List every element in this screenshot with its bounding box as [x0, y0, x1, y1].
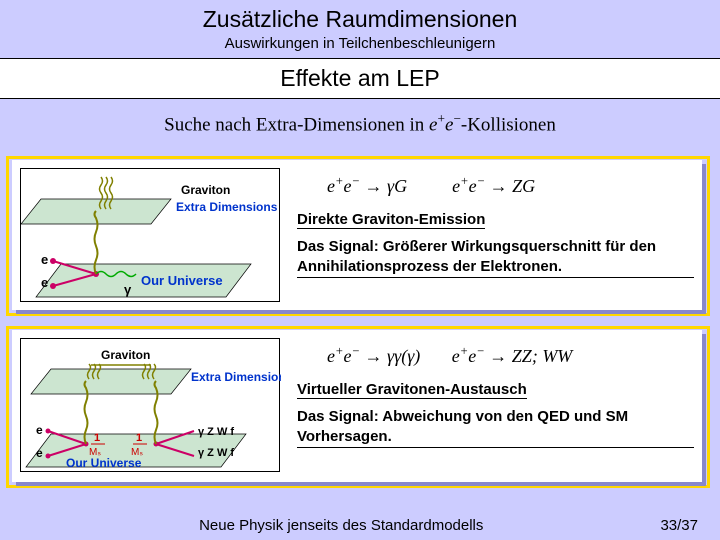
diagram-emission: Graviton Extra Dimensions Our Universe e… — [20, 168, 280, 302]
svg-text:γ: γ — [124, 282, 132, 297]
svg-text:e: e — [41, 252, 48, 267]
banner-text: Effekte am LEP — [280, 65, 439, 91]
svg-text:γ Z W f: γ Z W f — [198, 447, 234, 459]
label-extra-2: Extra Dimensions — [191, 370, 281, 384]
panel-2: Graviton Extra Dimensions Our Universe e… — [12, 330, 702, 482]
svg-text:1: 1 — [94, 432, 100, 444]
label-universe-2: Our Universe — [66, 456, 142, 470]
section-banner: Effekte am LEP — [0, 58, 720, 99]
footer: Neue Physik jenseits des Standardmodells… — [0, 517, 720, 534]
svg-text:1: 1 — [136, 432, 142, 444]
label-universe: Our Universe — [141, 273, 223, 288]
formula-1: e+e− → γG e+e− → ZG — [327, 174, 694, 197]
desc-1: Das Signal: Größerer Wirkungsquerschnitt… — [297, 237, 694, 278]
svg-text:γ Z W f: γ Z W f — [198, 426, 234, 438]
label-graviton: Graviton — [181, 183, 230, 197]
page-number: 33/37 — [660, 517, 698, 534]
slide-subtitle: Auswirkungen in Teilchenbeschleunigern — [0, 35, 720, 52]
svg-text:e: e — [36, 423, 43, 437]
label-exchange: Virtueller Gravitonen-Austausch — [297, 381, 527, 399]
desc-2: Das Signal: Abweichung von den QED und S… — [297, 407, 694, 448]
svg-text:Mₛ: Mₛ — [131, 447, 143, 458]
formula-2: e+e− → γγ(γ) e+e− → ZZ; WW — [327, 344, 694, 367]
footer-text: Neue Physik jenseits des Standardmodells — [199, 517, 483, 534]
diagram-exchange: Graviton Extra Dimensions Our Universe e… — [20, 338, 280, 472]
label-extra: Extra Dimensions — [176, 200, 278, 214]
label-emission: Direkte Graviton-Emission — [297, 211, 485, 229]
svg-text:e: e — [41, 275, 48, 290]
svg-text:Mₛ: Mₛ — [89, 447, 101, 458]
slide-title: Zusätzliche Raumdimensionen — [0, 6, 720, 33]
label-graviton-2: Graviton — [101, 348, 150, 362]
svg-text:e: e — [36, 446, 43, 460]
search-line: Suche nach Extra-Dimensionen in e+e−-Kol… — [0, 111, 720, 136]
panel-1: Graviton Extra Dimensions Our Universe e… — [12, 160, 702, 310]
